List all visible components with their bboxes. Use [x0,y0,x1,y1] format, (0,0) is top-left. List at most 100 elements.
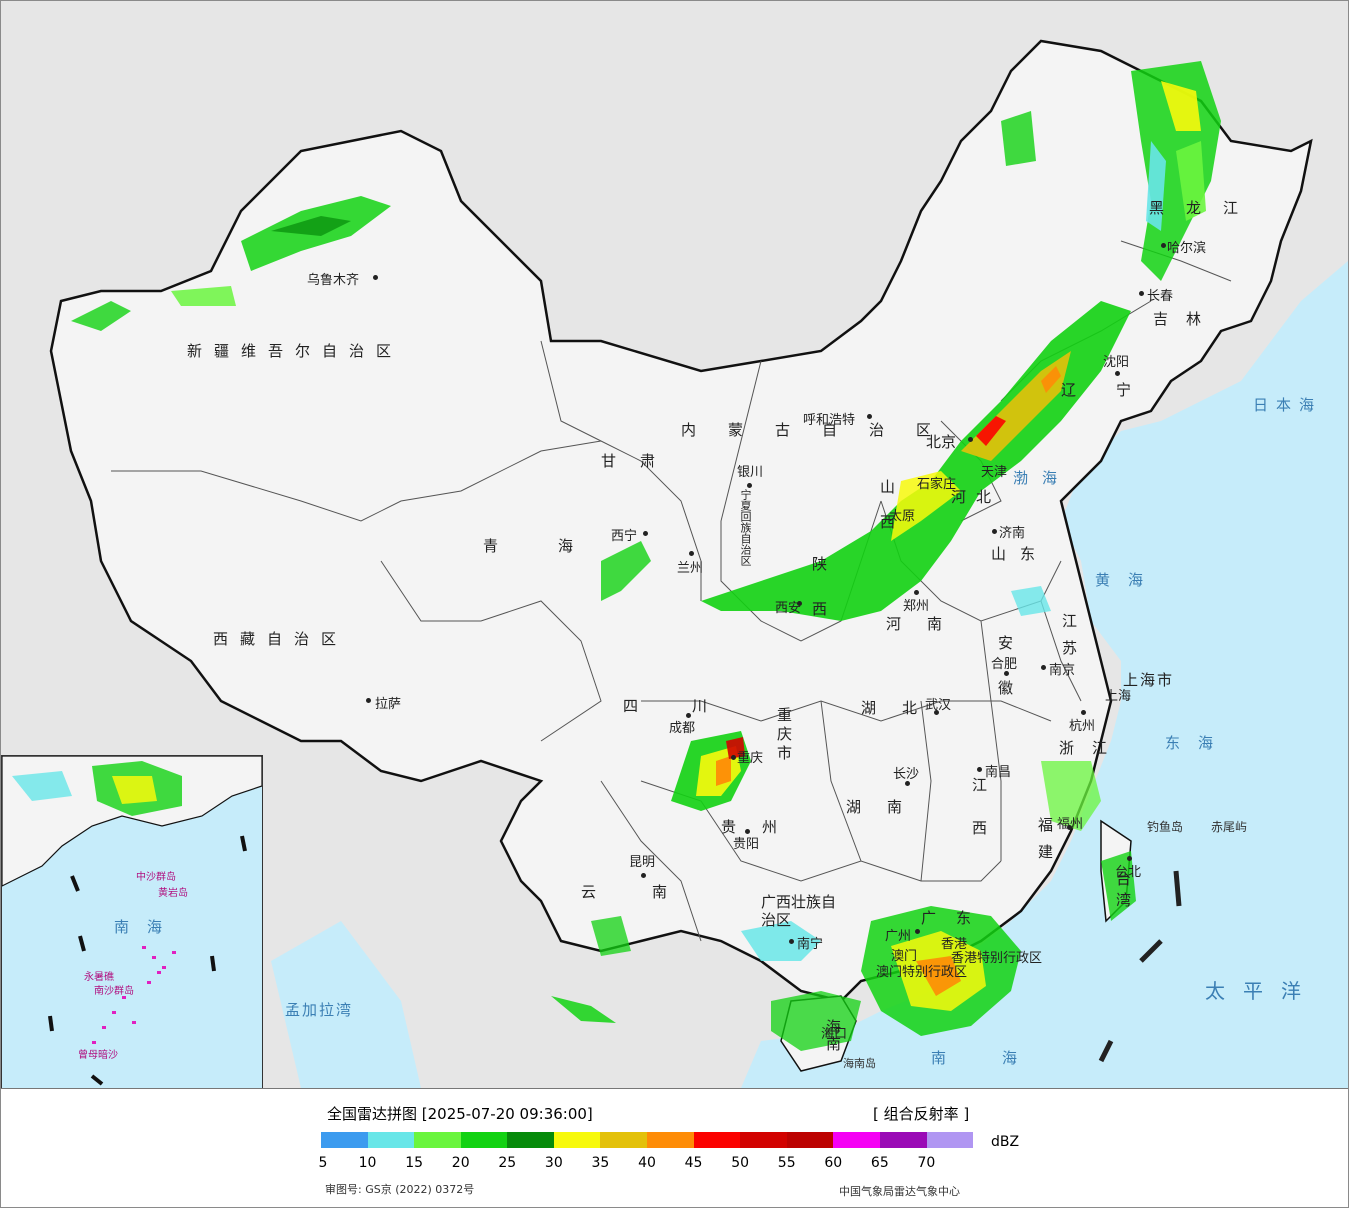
province-label-qinghai: 青海 [483,537,634,555]
legend-tick-label: 20 [451,1155,470,1171]
province-label-hainan: 海南 [824,1019,842,1053]
legend-tick-label: 15 [405,1155,424,1171]
city-label-hefei: 合肥 [991,657,1018,672]
province-label-hubei: 湖北 [861,699,944,717]
province-label-hk: 香港特别行政区 [951,951,1043,966]
city-label-nanjing: 南京 [1049,663,1076,678]
city-label-hongkong: 香港 [941,937,968,952]
city-label-macau: 澳门 [891,949,918,964]
province-label-jiangxi: 江西 [970,777,988,863]
legend-swatch [367,1132,415,1148]
province-label-shanxi: 山西 [878,479,896,549]
province-label-taiwan: 台湾 [1114,871,1132,913]
inset-label-huangyan: 黄岩岛 [158,888,188,899]
province-label-ningxia: 宁夏回族自治区 [739,489,752,566]
legend-panel: 全国雷达拼图 [2025-07-20 09:36:00] [ 组合反射率 ] d… [1,1089,1348,1207]
province-label-shanghai: 上海市 [1123,671,1175,689]
city-label-guiyang: 贵阳 [733,837,760,852]
island-label-chiwei: 赤尾屿 [1211,820,1248,834]
province-label-hebei: 河北 [951,488,1002,506]
city-label-taipei: 台北 [1115,865,1142,880]
map-approval-number: 审图号: GS京 (2022) 0372号 [325,1183,475,1196]
city-label-beijing: 北京 [926,433,957,451]
legend-tick-label: 10 [358,1155,377,1171]
inset-label-nansha: 南沙群岛 [94,986,134,997]
province-label-yunnan: 云南 [581,883,724,901]
city-label-changchun: 长春 [1147,289,1174,304]
city-label-xining: 西宁 [611,529,638,544]
province-label-macau: 澳门特别行政区 [876,965,968,980]
legend-swatch [879,1132,927,1148]
province-label-sichuan: 四川 [623,697,762,715]
legend-tick-label: 25 [498,1155,517,1171]
legend-tick-label: 70 [917,1155,936,1171]
inset-label-south-sea: 南海 [114,918,181,936]
province-label-fujian: 福建 [1036,817,1054,871]
province-label-jilin: 吉林 [1153,310,1220,328]
province-label-henan: 河南 [886,615,969,633]
legend-swatch [693,1132,741,1148]
inset-label-zengmu: 曾母暗沙 [78,1050,118,1061]
data-source: 中国气象局雷达气象中心 [839,1185,960,1198]
city-label-fuzhou: 福州 [1057,813,1083,832]
bay-of-bengal-area [271,921,421,1088]
sea-label-japan: 日本海 [1253,396,1323,414]
city-label-lanzhou: 兰州 [677,561,704,576]
province-label-liaoning: 辽宁 [1061,381,1172,399]
maritime-boundary-dashes [1098,870,1182,1063]
sea-label-bengal: 孟加拉湾 [285,1001,354,1019]
legend-tick-label: 5 [318,1155,328,1171]
legend-swatch [414,1132,461,1148]
radar-echoes [71,61,1221,1051]
sea-area [741,261,1348,1088]
inset-label-yongshu: 永暑礁 [84,972,114,983]
inset-label-zhongsha: 中沙群岛 [136,872,176,883]
province-label-neimenggu: 内蒙古自治区 [681,421,964,439]
city-label-taiyuan: 太原 [889,509,916,524]
city-label-guangzhou: 广州 [885,929,912,944]
province-label-hunan: 湖南 [846,798,929,816]
legend-tick-label: 60 [824,1155,843,1171]
city-label-shanghai: 上海 [1105,689,1132,704]
city-label-urumqi: 乌鲁木齐 [307,273,360,288]
radar-map: 新疆维吾尔自治区 西藏自治区 青海 甘肃 内蒙古自治区 黑龙江 吉林 辽宁 河北… [1,1,1348,1089]
legend-swatch [786,1132,834,1148]
city-label-yinchuan: 银川 [737,465,764,480]
legend-swatch [321,1132,368,1148]
legend-swatch [833,1132,880,1148]
legend-tick-label: 35 [591,1155,610,1171]
sea-label-pacific: 太平洋 [1205,979,1319,1003]
province-label-guizhou: 贵州 [721,818,804,836]
province-label-xinjiang: 新疆维吾尔自治区 [187,342,404,360]
city-label-changsha: 长沙 [893,767,920,782]
legend-tick-label: 40 [638,1155,656,1171]
city-label-chengdu: 成都 [669,721,696,736]
province-label-heilongjiang: 黑龙江 [1149,199,1261,217]
city-label-wuhan: 武汉 [925,698,952,713]
province-label-anhui: 安徽 [996,635,1014,725]
sea-label-bohai: 渤海 [1013,469,1072,487]
province-label-guangxi: 广西壮族自治区 [761,893,837,929]
legend-swatch [926,1132,974,1148]
city-label-xian: 西安 [775,601,802,616]
south-china-sea-inset: 中沙群岛 黄岩岛 南海 永暑礁 南沙群岛 曾母暗沙 [1,755,263,1088]
province-label-chongqing: 重庆市 [775,707,793,764]
city-label-tianjin: 天津 [981,465,1008,480]
legend-product: [ 组合反射率 ] [873,1105,970,1123]
city-label-lhasa: 拉萨 [375,697,402,712]
province-label-xizang: 西藏自治区 [213,630,349,648]
legend-tick-label: 55 [777,1155,796,1171]
legend-swatch [460,1132,508,1148]
city-label-nanning: 南宁 [797,937,824,952]
legend-tick-label: 45 [684,1155,703,1171]
province-label-shaanxi: 陕西 [810,556,828,646]
legend-swatch [507,1132,554,1148]
city-label-hohhot: 呼和浩特 [803,413,856,428]
province-label-zhejiang: 浙江 [1059,739,1126,757]
province-label-shandong: 山东 [991,545,1050,563]
legend-tick-label: 50 [731,1155,750,1171]
city-label-kunming: 昆明 [629,855,656,870]
legend-tick-label: 65 [870,1155,889,1171]
city-label-chongqing: 重庆 [737,751,764,766]
